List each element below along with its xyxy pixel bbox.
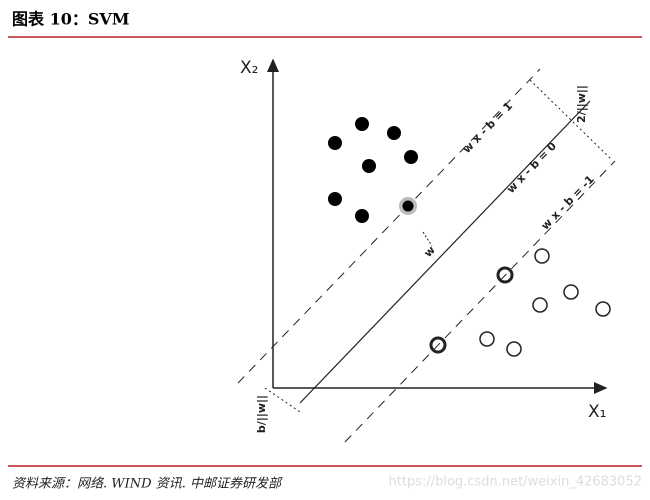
margin-bracket [529,79,613,161]
source: 资料来源：网络. WIND 资讯. 中邮证券研发部 [12,476,283,492]
x1-label: X₁ [588,402,606,422]
offset-bracket [264,387,301,413]
normal-label: w [421,243,437,259]
margin-label: 2/||w|| [575,85,588,123]
negative-points [429,248,611,357]
positive-points [328,117,418,223]
offset-label: b/||w|| [255,395,268,433]
diagram [237,58,616,443]
lower-margin [344,160,616,443]
upper-margin [237,68,541,384]
watermark: https://blog.csdn.net/weixin_42683052 [388,475,642,490]
title: 图表 10：SVM [12,10,130,29]
eq-minus: w x - b = -1 [539,173,597,233]
eq-zero: w x - b = 0 [504,139,559,196]
x2-label: X₂ [240,58,258,78]
eq-plus: w x - b = 1 [460,100,515,156]
normal-vector [422,231,433,247]
hyperplane [299,100,591,404]
